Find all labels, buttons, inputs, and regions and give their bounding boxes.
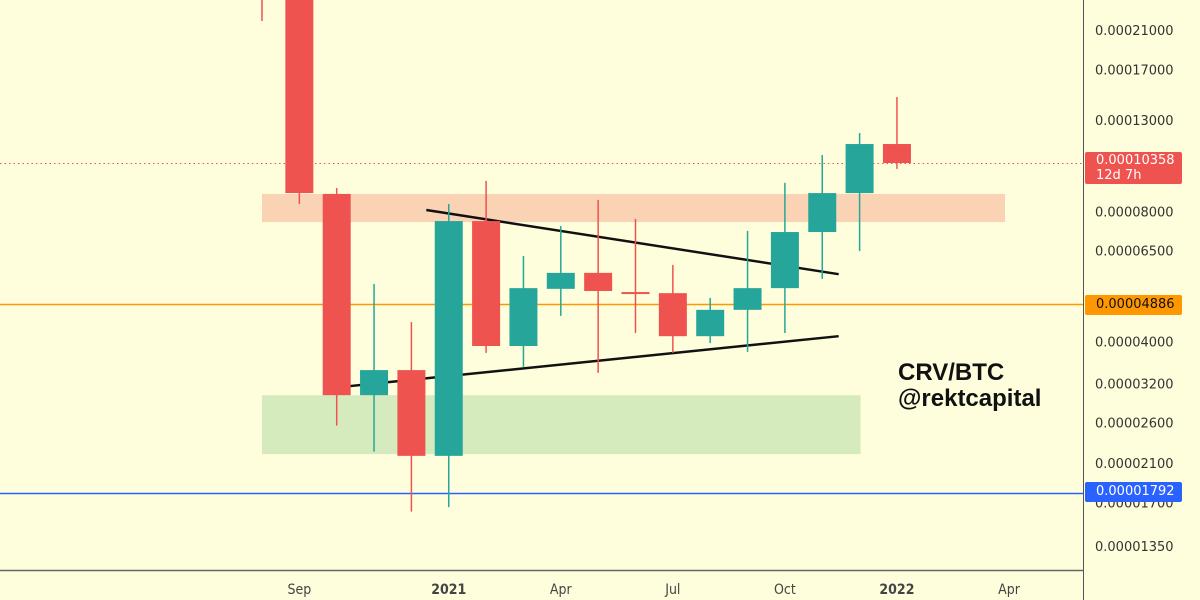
time-tick-label: Jul <box>664 582 680 598</box>
price-tick-label: 0.00001350 <box>1095 540 1174 555</box>
time-tick-label: 2021 <box>431 582 466 598</box>
candle-body <box>285 0 314 194</box>
candle-2021-03 <box>509 256 538 367</box>
candle-2021-08 <box>696 297 725 344</box>
horizontal-lines-layer <box>0 163 1083 495</box>
price-tick-label: 0.00013000 <box>1095 114 1174 129</box>
orange-level-tag: 0.00004886 <box>1085 295 1182 315</box>
chart-annotation: CRV/BTC @rektcapital <box>898 360 1041 412</box>
candle-body <box>658 293 687 337</box>
candle-body <box>845 144 874 194</box>
time-tick-label: Oct <box>774 582 796 598</box>
price-tick-label: 0.00021000 <box>1095 24 1174 39</box>
price-tick-label: 0.00002100 <box>1095 457 1174 472</box>
candle-body <box>808 193 837 233</box>
candle-2021-07 <box>658 264 687 353</box>
candle-body <box>621 292 650 295</box>
time-tick-label: Apr <box>998 582 1021 598</box>
candle-body <box>322 193 351 396</box>
time-tick-label: Sep <box>287 582 311 598</box>
blue-level-tag: 0.00001792 <box>1085 482 1182 502</box>
upper-trendline <box>426 208 839 276</box>
candle-2021-02 <box>472 180 501 353</box>
resistance-zone <box>262 193 1005 223</box>
candle-2021-01 <box>434 204 463 508</box>
candle-2021-09 <box>733 230 762 352</box>
price-tick-label: 0.00017000 <box>1095 64 1174 79</box>
candles-layer <box>261 0 911 512</box>
candle-2021-06 <box>621 218 650 334</box>
candle-2020-10 <box>322 188 351 426</box>
price-tick-label: 0.00003200 <box>1095 378 1174 393</box>
candle-2021-10 <box>770 182 799 334</box>
price-tick-label: 0.00002600 <box>1095 417 1174 432</box>
candle-body <box>397 370 426 456</box>
candle-2021-12 <box>845 133 874 252</box>
candle-2020-11 <box>360 283 389 452</box>
price-axis[interactable]: 0.00021000 0.00017000 0.00013000 0.00008000… <box>1095 24 1174 555</box>
time-axis[interactable]: Sep 2021 Apr Jul Oct 2022 Apr <box>287 582 1020 598</box>
price-tick-label: 0.00004000 <box>1095 336 1174 351</box>
candle-body <box>472 221 501 347</box>
time-tick-label: Apr <box>550 582 573 598</box>
candle-2021-05 <box>584 200 613 373</box>
bar-countdown: 12d 7h <box>1096 168 1142 183</box>
support-zone <box>262 395 861 455</box>
candle-2020-09 <box>285 0 314 205</box>
candle-2022-01 <box>882 97 911 169</box>
candle-body <box>882 144 911 164</box>
last-price-tag: 0.00010358 12d 7h <box>1085 152 1182 184</box>
candle-body <box>770 232 799 289</box>
candle-2021-04 <box>546 226 575 316</box>
price-tick-label: 0.00008000 <box>1095 205 1174 220</box>
time-tick-label: 2022 <box>879 582 914 598</box>
candle-body <box>360 370 389 396</box>
candle-body <box>584 272 613 291</box>
lower-trendline <box>350 334 839 388</box>
zones-layer <box>262 193 1005 455</box>
candle-body <box>509 288 538 347</box>
candle-2021-11 <box>808 155 837 279</box>
candle-2020-12 <box>397 322 426 512</box>
author-label: @rektcapital <box>898 385 1042 412</box>
price-tick-label: 0.00006500 <box>1095 244 1174 259</box>
candle-body <box>434 221 463 456</box>
candle-body <box>696 309 725 337</box>
trendlines-layer <box>350 208 839 388</box>
candle-body <box>546 272 575 289</box>
symbol-label: CRV/BTC <box>898 359 1005 386</box>
last-price-label: 0.00010358 <box>1096 153 1175 168</box>
candle-body <box>733 288 762 310</box>
